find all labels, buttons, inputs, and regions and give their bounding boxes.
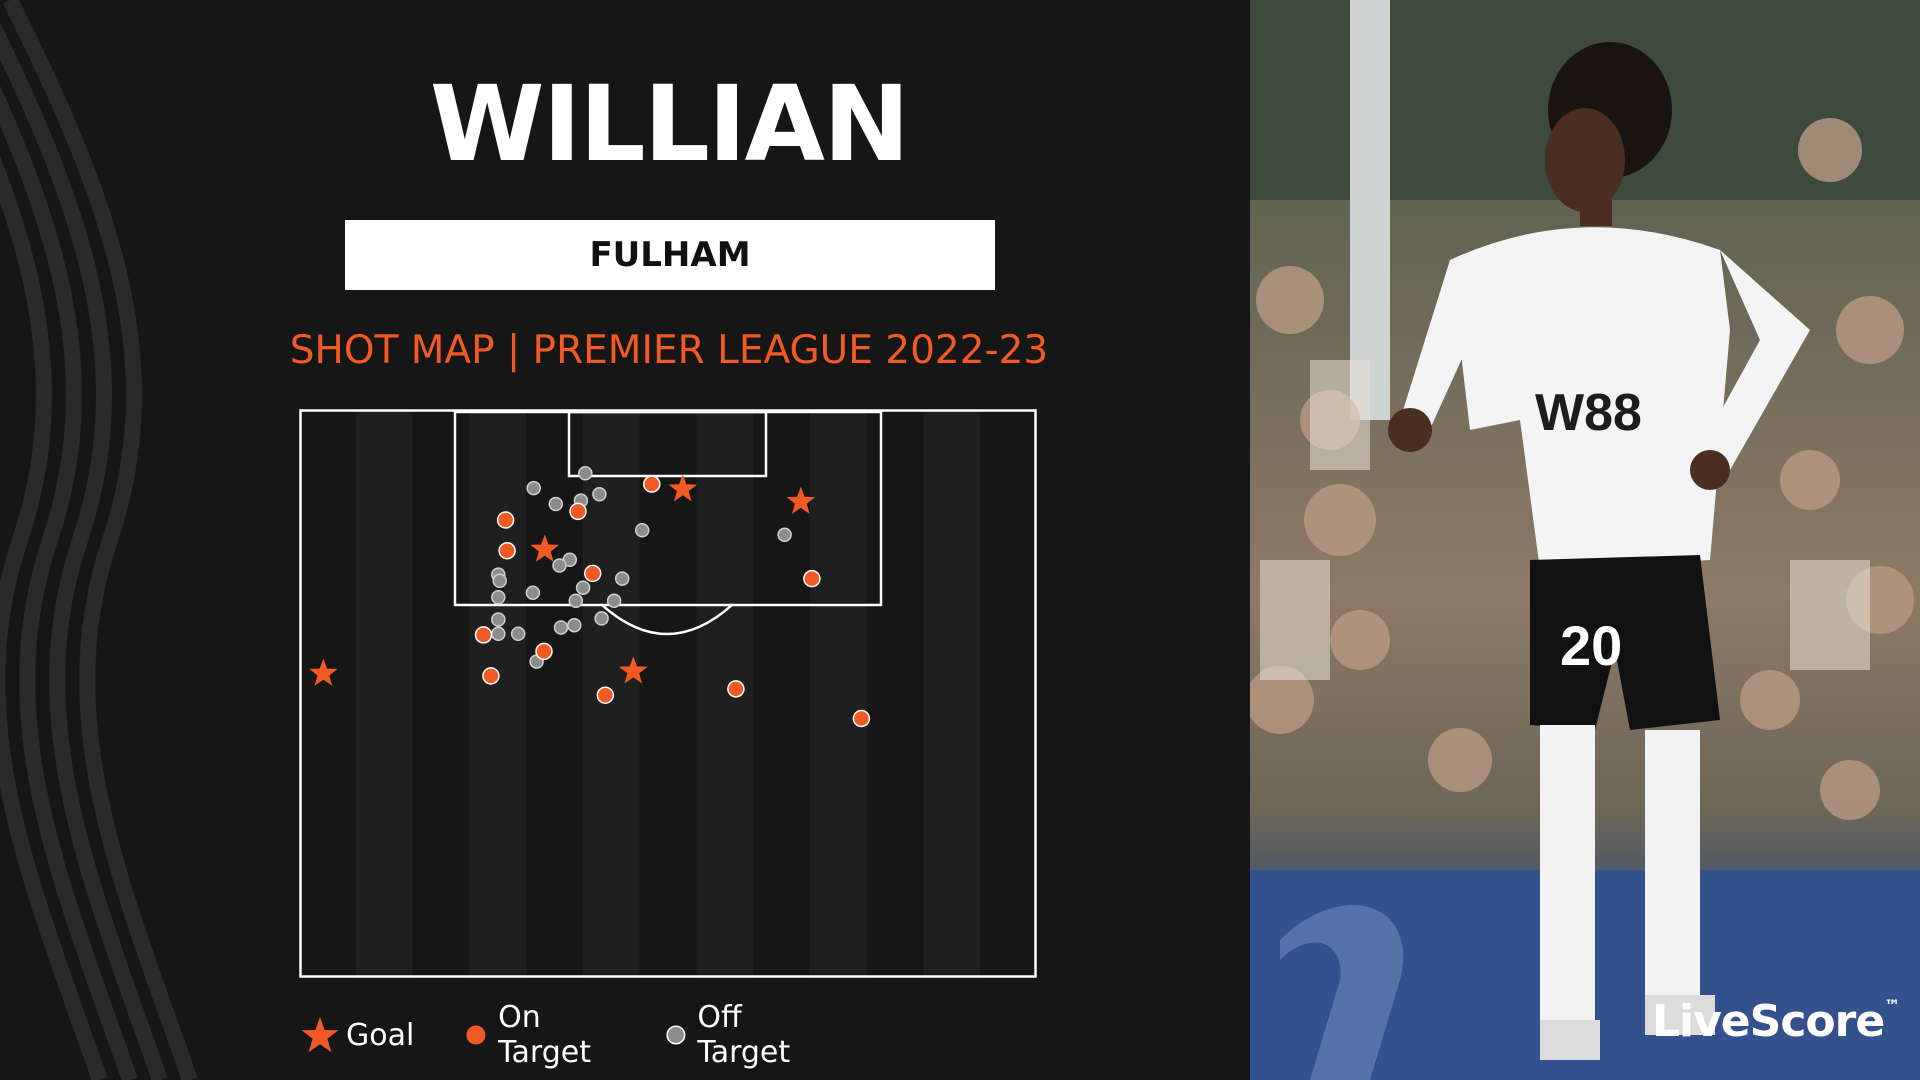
circle-icon [466, 1025, 486, 1045]
shot-off-target-marker [614, 571, 630, 586]
shot-goal-marker [786, 486, 816, 514]
legend-item-goal: Goal [300, 1015, 414, 1055]
shot-off-target-marker [578, 466, 593, 481]
circle-outline-icon [665, 1025, 685, 1045]
legend-label-on-target: On Target [498, 1000, 591, 1070]
svg-text:W88: W88 [1535, 384, 1642, 442]
legend-label-off-target: Off Target [697, 1000, 791, 1070]
shot-off-target-marker [568, 593, 584, 609]
player-figure: W88 20 [1388, 42, 1810, 1060]
shots-layer [309, 466, 871, 728]
shot-on-target-marker [482, 667, 500, 685]
shot-on-target-marker [596, 686, 615, 704]
legend-label-goal: Goal [346, 1017, 415, 1053]
shot-on-target-marker [498, 541, 516, 560]
pitch-stripe [696, 409, 754, 978]
pitch-stripe [639, 409, 697, 978]
graphic-panel: WILLIAN FULHAM SHOT MAP | PREMIER LEAGUE… [0, 0, 1049, 1080]
player-photo-illustration: W88 20 [1250, 0, 1920, 1080]
pitch-stripe [923, 409, 981, 978]
pitch-stripe [866, 409, 924, 978]
pitch-stripe [299, 409, 357, 978]
shot-off-target-marker [592, 487, 607, 502]
background-wave-pattern [0, 0, 198, 1080]
shot-off-target-marker [492, 573, 507, 589]
six-yard-box [567, 410, 768, 478]
chart-subtitle: SHOT MAP | PREMIER LEAGUE 2022-23 [289, 328, 1049, 373]
shot-off-target-marker [491, 626, 506, 642]
pitch-stripe [809, 409, 868, 978]
shot-off-target-marker [548, 496, 564, 512]
shot-off-target-marker [552, 558, 567, 573]
pitch-stripe [355, 409, 414, 978]
shot-map-pitch [299, 409, 1037, 978]
pitch-stripe [469, 409, 527, 978]
player-photo: W88 20 [1250, 0, 1920, 1080]
shot-on-target-marker [852, 709, 871, 728]
shot-goal-marker [668, 474, 697, 502]
shot-on-target-marker [496, 511, 515, 529]
shot-off-target-marker [553, 620, 569, 635]
star-icon [301, 1017, 339, 1053]
shot-goal-marker [619, 656, 648, 684]
shot-off-target-marker [525, 585, 541, 601]
shot-off-target-marker [567, 617, 582, 633]
pitch-markings [299, 409, 1037, 978]
shot-off-target-marker [491, 612, 506, 627]
shot-off-target-marker [594, 611, 609, 626]
shot-off-target-marker [526, 480, 541, 496]
shot-on-target-marker [569, 502, 587, 521]
shot-on-target-marker [535, 642, 553, 661]
chart-legend: Goal On Target Off Target [300, 1000, 860, 1070]
shot-on-target-marker [643, 475, 661, 493]
svg-text:20: 20 [1560, 614, 1622, 677]
shot-off-target-marker [634, 522, 650, 538]
shot-on-target-marker [803, 569, 821, 588]
shot-goal-marker [309, 658, 338, 686]
team-name: FULHAM [589, 235, 751, 275]
shot-off-target-marker [606, 593, 622, 609]
team-banner: FULHAM [345, 220, 995, 290]
player-name: WILLIAN [429, 63, 910, 185]
shot-off-target-marker [491, 590, 506, 605]
legend-item-on-target: On Target [460, 1000, 613, 1070]
shot-on-target-marker [727, 680, 745, 698]
shot-off-target-marker [777, 527, 792, 542]
shot-on-target-marker [474, 626, 493, 644]
pitch-boundary [299, 409, 1037, 978]
pitch-stripes [299, 409, 1037, 978]
shot-off-target-marker [510, 626, 526, 642]
shot-on-target-marker [583, 564, 602, 583]
pitch-stripe [980, 409, 1037, 978]
shot-goal-marker [530, 534, 559, 562]
legend-item-off-target: Off Target [660, 1000, 815, 1070]
shot-off-target-marker [575, 580, 591, 595]
penalty-arc [601, 604, 733, 636]
pitch-stripe [412, 409, 470, 978]
livescore-logo: LiveScore™ [1652, 996, 1900, 1047]
